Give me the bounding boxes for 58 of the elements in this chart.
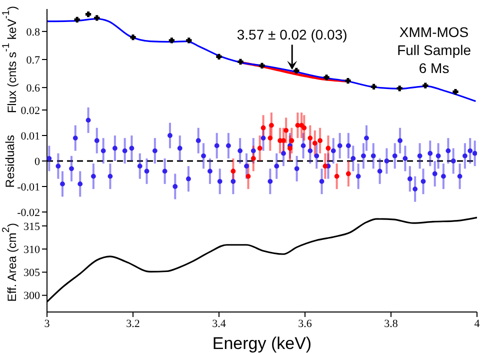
point [257,146,262,151]
annotation: 3.57 ± 0.02 (0.03) [236,26,348,43]
point [294,68,300,74]
point [422,82,428,88]
y-tick-label: -0.01 [17,181,40,194]
x-tick-label: 3.2 [126,318,140,330]
point [186,38,192,44]
point [396,86,402,92]
y-tick-label: 310 [24,244,40,256]
point [370,84,377,90]
point [345,78,351,84]
point [94,15,100,21]
point [289,138,294,144]
x-axis-title: Energy (keV) [211,334,313,353]
point [334,174,340,179]
point [230,168,236,174]
point [130,34,136,40]
point [216,54,222,60]
point [452,88,458,95]
x-tick-label: 3.4 [212,318,226,330]
point [168,38,175,44]
point [238,58,244,65]
annotation: 6 Ms [418,59,450,77]
point [287,146,292,151]
point [268,136,273,140]
annotation: XMM-MOS [398,23,470,41]
x-tick-label: 3.8 [384,318,398,330]
x-tick-label: 4 [474,318,480,330]
point [346,171,351,176]
point [326,146,331,151]
x-tick-label: 3 [44,318,50,330]
point [299,122,304,128]
point [284,128,289,133]
y-tick-label: 0 [34,156,40,168]
point [324,74,330,80]
y-axis-title: Residuals [3,134,17,188]
point [322,164,328,169]
y-tick-label: 0.7 [26,54,40,66]
y-tick-label: 315 [24,220,40,233]
point [246,174,251,179]
point [269,122,274,128]
y-tick-label: 305 [24,267,40,280]
x-tick-label: 3.6 [298,318,312,330]
y-tick-label: 300 [24,290,40,302]
y-tick-label: 0.02 [20,104,40,117]
point [318,138,323,144]
point [259,62,265,68]
point [260,125,266,130]
y-tick-label: 0.01 [20,130,40,142]
point [312,140,318,146]
point [85,12,92,18]
point [250,156,256,161]
y-tick-label: 0.8 [26,26,40,38]
point [74,16,80,22]
annotation: Full Sample [397,41,471,59]
y-tick-label: 0.6 [26,82,40,94]
y-tick-label: -0.02 [17,206,40,219]
point [302,125,307,130]
